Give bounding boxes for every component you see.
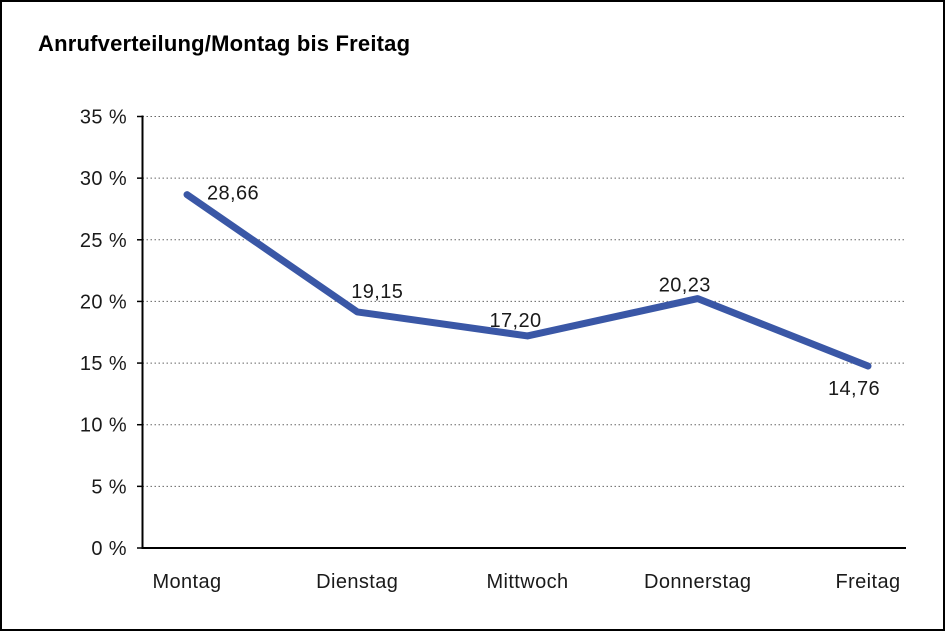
data-point-label: 19,15	[351, 281, 403, 303]
y-axis-label: 25 %	[80, 230, 127, 252]
y-axis-label: 15 %	[80, 353, 127, 375]
y-axis-label: 5 %	[91, 476, 127, 498]
y-axis-label: 35 %	[80, 107, 127, 129]
x-axis-label: Montag	[152, 571, 221, 593]
y-axis-label: 10 %	[80, 415, 127, 437]
x-axis-label: Mittwoch	[486, 571, 568, 593]
y-axis-label: 0 %	[91, 538, 127, 560]
y-axis-label: 30 %	[80, 168, 127, 190]
data-point-label: 17,20	[489, 310, 541, 332]
x-axis-label: Freitag	[835, 571, 900, 593]
data-point-label: 28,66	[207, 183, 259, 205]
x-axis-label: Dienstag	[316, 571, 398, 593]
data-point-label: 14,76	[828, 378, 880, 400]
y-axis-label: 20 %	[80, 291, 127, 313]
data-line	[183, 191, 872, 370]
data-point-label: 20,23	[659, 275, 711, 297]
chart-title: Anrufverteilung/Montag bis Freitag	[38, 31, 411, 56]
x-axis-label: Donnerstag	[644, 571, 751, 593]
